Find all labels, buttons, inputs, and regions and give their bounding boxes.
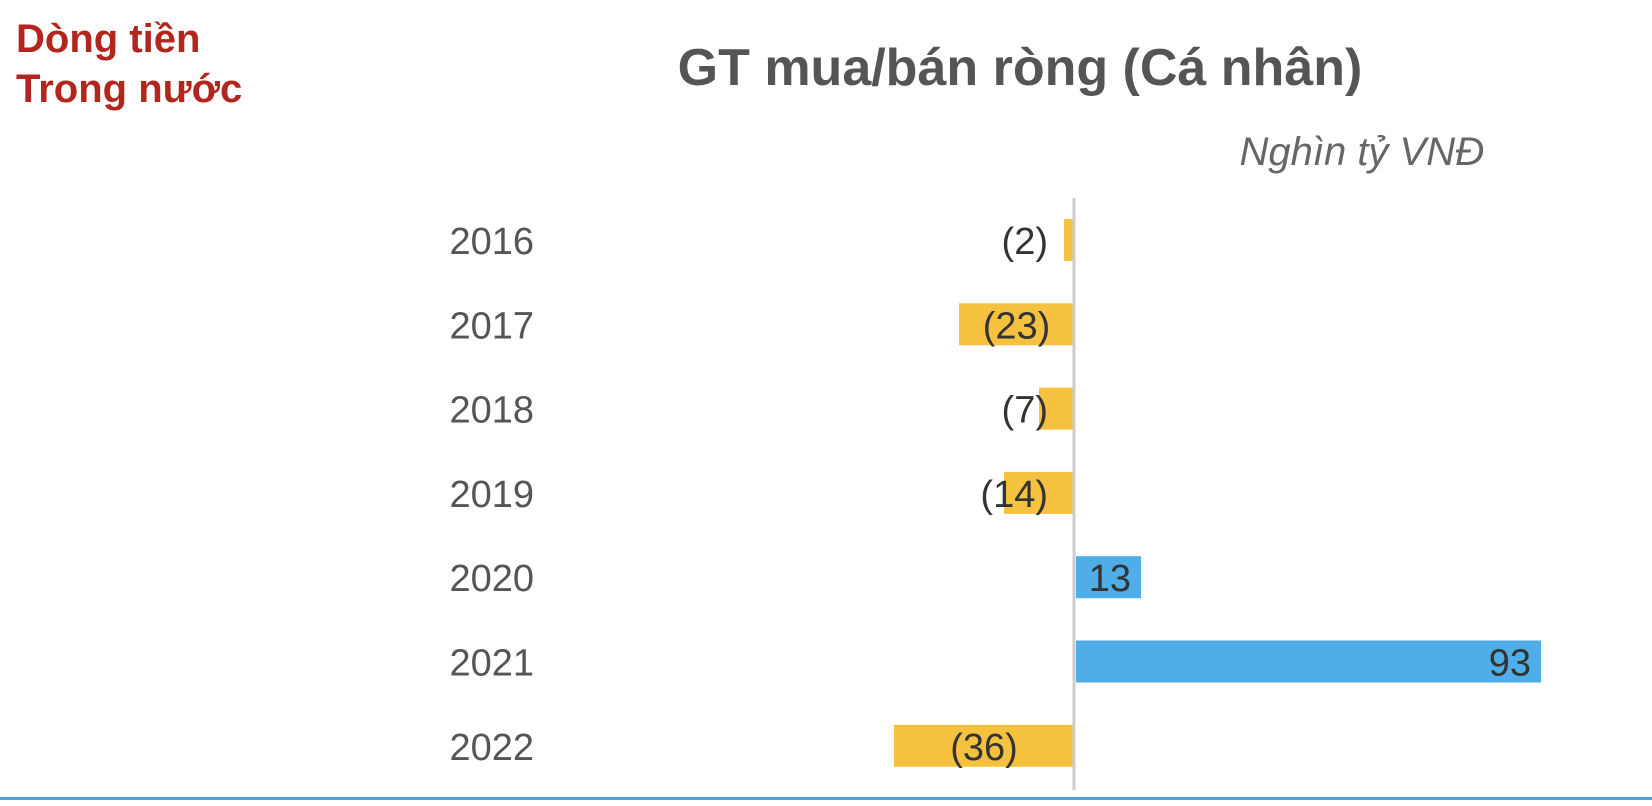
bar-2019 xyxy=(1004,471,1074,514)
category-label-2022: 2022 xyxy=(449,727,534,769)
data-label-2020: 13 xyxy=(1089,558,1131,600)
unit-label: Nghìn tỷ VNĐ xyxy=(1239,130,1484,174)
data-label-2022: (36) xyxy=(950,727,1018,769)
bar-2021 xyxy=(1076,640,1541,683)
section-label: Dòng tiền Trong nước xyxy=(16,14,242,114)
category-label-2020: 2020 xyxy=(449,558,534,600)
bar-2022 xyxy=(894,724,1074,767)
category-label-2018: 2018 xyxy=(449,390,534,432)
bar-2017 xyxy=(959,303,1074,346)
data-label-2016: (2) xyxy=(1002,221,1048,263)
data-label-2019: (14) xyxy=(980,474,1048,516)
category-label-2017: 2017 xyxy=(449,305,534,347)
data-label-2021: 93 xyxy=(1489,643,1531,685)
bottom-divider xyxy=(0,797,1652,800)
bar-2016 xyxy=(1064,219,1074,261)
category-label-2021: 2021 xyxy=(449,643,534,685)
section-label-line1: Dòng tiền xyxy=(16,17,201,61)
section-label-line2: Trong nước xyxy=(16,67,243,111)
category-label-2019: 2019 xyxy=(449,474,534,516)
chart-title: GT mua/bán ròng (Cá nhân) xyxy=(677,39,1363,97)
bar-2018 xyxy=(1039,387,1074,430)
data-label-2017: (23) xyxy=(983,305,1051,347)
data-label-2018: (7) xyxy=(1002,390,1048,432)
bar-2020 xyxy=(1076,556,1141,599)
category-label-2016: 2016 xyxy=(449,221,534,263)
